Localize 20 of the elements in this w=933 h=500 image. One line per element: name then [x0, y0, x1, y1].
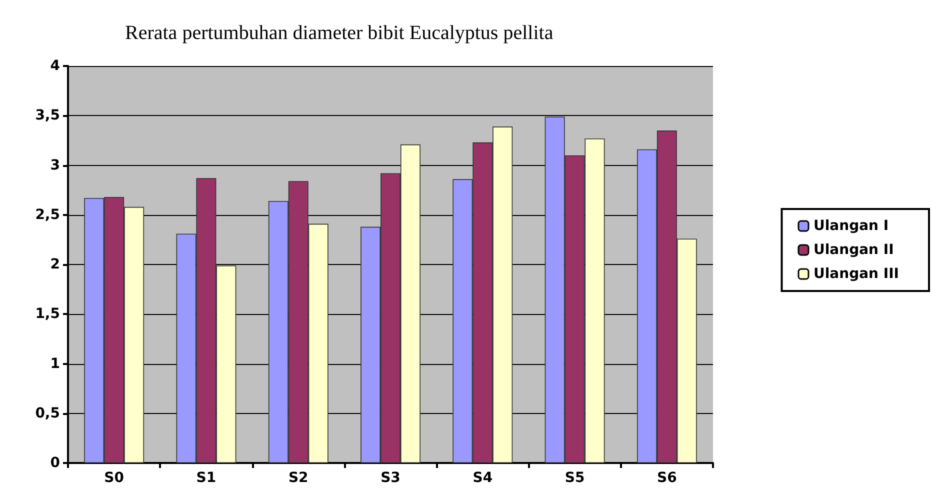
y-tick-label: 4	[50, 58, 60, 74]
x-tick-label: S1	[196, 470, 216, 486]
y-tick-label: 2,5	[35, 206, 60, 223]
x-tick-label: S2	[288, 470, 308, 486]
legend-label: Ulangan III	[813, 266, 900, 282]
y-tick-label: 2	[50, 256, 60, 272]
y-tick-label: 0,5	[35, 405, 60, 422]
y-tick-label: 3	[50, 157, 60, 174]
y-tick-label: 3,5	[35, 108, 60, 124]
x-tick-label: S4	[472, 470, 493, 486]
x-tick-label: S0	[104, 470, 124, 486]
y-tick-label: 1	[50, 356, 60, 372]
x-tick-label: S5	[564, 470, 585, 486]
y-tick-label: 1,5	[35, 306, 60, 322]
chart-title: Rerata pertumbuhan diameter bibit Eucalyptus pellita	[125, 22, 554, 44]
y-tick-label: 0	[50, 455, 60, 471]
x-tick-label: S3	[380, 470, 400, 486]
legend-label: Ulangan II	[813, 242, 894, 258]
legend-label: Ulangan I	[813, 218, 889, 234]
x-tick-label: S6	[657, 470, 677, 486]
